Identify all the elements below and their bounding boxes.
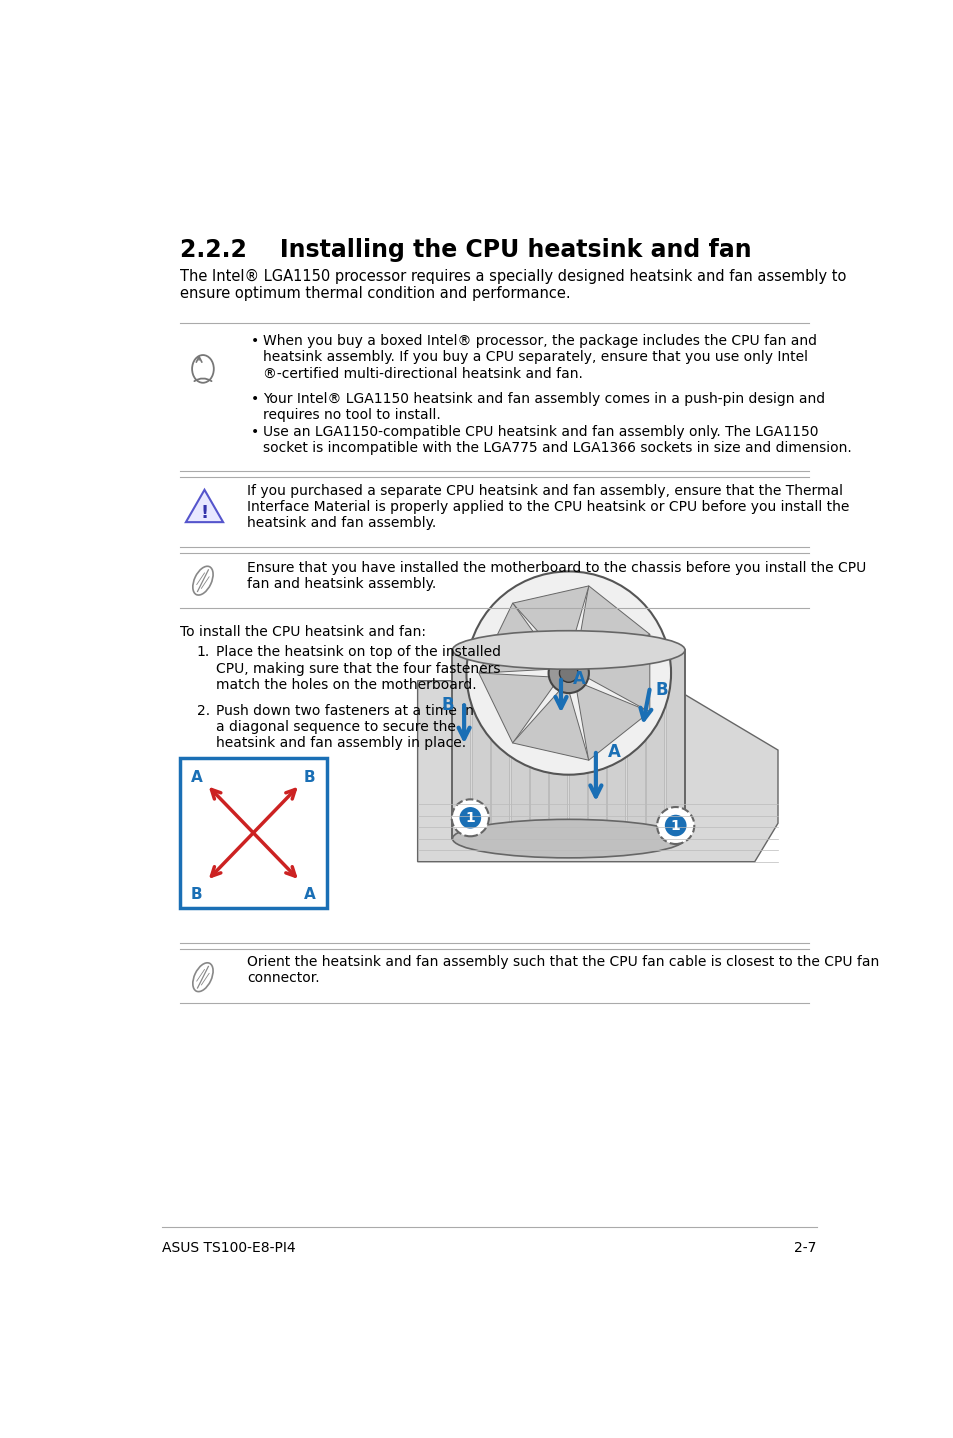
Text: •: • (251, 334, 259, 348)
Text: B: B (191, 887, 202, 902)
Polygon shape (478, 673, 554, 743)
Text: Ensure that you have installed the motherboard to the chassis before you install: Ensure that you have installed the mothe… (247, 561, 865, 591)
Text: ASUS TS100-E8-PI4: ASUS TS100-E8-PI4 (162, 1241, 295, 1255)
Bar (568, 650, 586, 838)
Bar (665, 650, 682, 838)
Circle shape (558, 664, 578, 682)
Text: A: A (191, 771, 202, 785)
Polygon shape (417, 680, 778, 861)
Text: •: • (251, 393, 259, 406)
Ellipse shape (452, 631, 684, 669)
Text: 2.: 2. (196, 703, 210, 718)
Polygon shape (478, 603, 554, 673)
Text: B: B (304, 771, 315, 785)
FancyBboxPatch shape (179, 758, 327, 907)
Text: A: A (607, 743, 619, 761)
Text: The Intel® LGA1150 processor requires a specially designed heatsink and fan asse: The Intel® LGA1150 processor requires a … (179, 269, 845, 301)
Bar (510, 650, 528, 838)
Text: 1: 1 (465, 811, 475, 825)
Bar (607, 650, 625, 838)
Text: Place the heatsink on top of the installed
CPU, making sure that the four fasten: Place the heatsink on top of the install… (216, 646, 500, 692)
Circle shape (664, 815, 686, 837)
Bar (549, 650, 567, 838)
Circle shape (657, 807, 694, 844)
Bar (452, 650, 470, 838)
Text: A: A (572, 670, 585, 689)
Polygon shape (512, 585, 588, 656)
Bar (626, 650, 644, 838)
Text: 2-7: 2-7 (794, 1241, 816, 1255)
Polygon shape (186, 490, 223, 522)
Text: 2.2.2    Installing the CPU heatsink and fan: 2.2.2 Installing the CPU heatsink and fa… (179, 239, 751, 262)
Bar (472, 650, 489, 838)
Circle shape (452, 800, 488, 837)
Polygon shape (587, 634, 649, 712)
Bar (530, 650, 547, 838)
Text: When you buy a boxed Intel® processor, the package includes the CPU fan and
heat: When you buy a boxed Intel® processor, t… (262, 334, 816, 381)
Bar (452, 650, 684, 838)
Text: To install the CPU heatsink and fan:: To install the CPU heatsink and fan: (179, 626, 425, 640)
Circle shape (548, 653, 588, 693)
Text: If you purchased a separate CPU heatsink and fan assembly, ensure that the Therm: If you purchased a separate CPU heatsink… (247, 483, 848, 531)
Bar (491, 650, 509, 838)
Text: Push down two fasteners at a time in
a diagonal sequence to secure the
heatsink : Push down two fasteners at a time in a d… (216, 703, 474, 751)
Ellipse shape (452, 820, 684, 858)
Text: 1: 1 (670, 818, 679, 833)
Text: Use an LGA1150-compatible CPU heatsink and fan assembly only. The LGA1150
socket: Use an LGA1150-compatible CPU heatsink a… (262, 426, 850, 456)
Circle shape (459, 807, 480, 828)
Polygon shape (577, 585, 649, 661)
Bar (645, 650, 663, 838)
Polygon shape (512, 690, 588, 761)
Text: 1.: 1. (196, 646, 210, 660)
Text: Orient the heatsink and fan assembly such that the CPU fan cable is closest to t: Orient the heatsink and fan assembly suc… (247, 955, 879, 985)
Text: A: A (304, 887, 315, 902)
Text: Your Intel® LGA1150 heatsink and fan assembly comes in a push-pin design and
req: Your Intel® LGA1150 heatsink and fan ass… (262, 393, 824, 423)
Polygon shape (577, 684, 649, 761)
Circle shape (466, 571, 670, 775)
Text: •: • (251, 426, 259, 439)
Bar (587, 650, 605, 838)
Text: B: B (441, 696, 454, 715)
Text: !: ! (200, 503, 209, 522)
Text: B: B (655, 682, 667, 699)
